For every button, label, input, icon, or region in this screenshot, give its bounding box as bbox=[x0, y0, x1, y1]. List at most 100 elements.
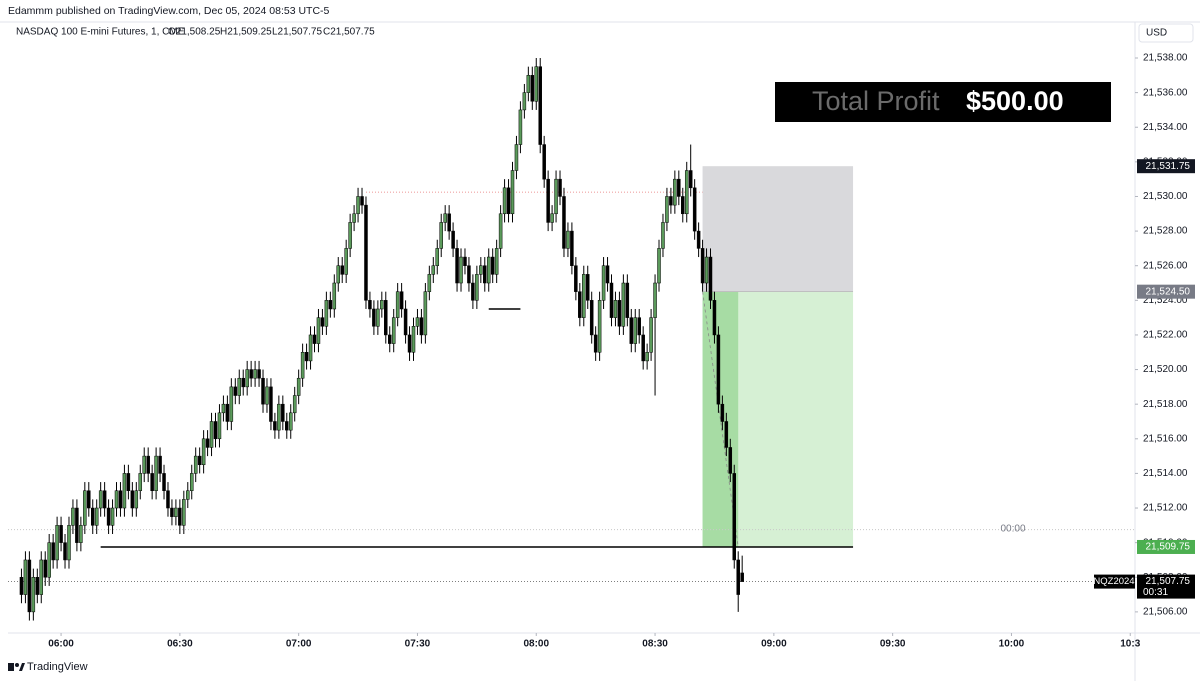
candle-body bbox=[106, 507, 111, 526]
candle-body bbox=[502, 187, 507, 215]
y-tick-label: 21,538.00 bbox=[1143, 53, 1188, 64]
y-tick-label: 21,506.00 bbox=[1143, 607, 1188, 618]
profit-value: $500.00 bbox=[966, 86, 1064, 116]
candle-body bbox=[122, 473, 127, 509]
candle-body bbox=[443, 213, 447, 223]
currency[interactable]: USD bbox=[1146, 28, 1167, 39]
candle-body bbox=[665, 196, 669, 223]
x-tick-label: 09:00 bbox=[761, 639, 787, 650]
candle-body bbox=[324, 300, 329, 327]
y-tick-label: 21,528.00 bbox=[1143, 226, 1188, 237]
candle-body bbox=[150, 473, 154, 491]
x-tick-label: 08:00 bbox=[523, 639, 549, 650]
candle-body bbox=[471, 282, 475, 301]
candle-body bbox=[419, 317, 424, 336]
candle-body bbox=[708, 256, 713, 301]
candle-body bbox=[653, 282, 657, 318]
candle-body bbox=[75, 507, 79, 543]
candle-body bbox=[562, 196, 566, 249]
candle-body bbox=[593, 334, 598, 353]
candle-body bbox=[641, 334, 645, 362]
candle-body bbox=[162, 473, 166, 491]
candle-body bbox=[217, 412, 222, 440]
candle-body bbox=[356, 196, 360, 215]
candle-body bbox=[677, 178, 681, 197]
candle-body bbox=[352, 213, 356, 223]
candle-body bbox=[79, 525, 83, 543]
target-label-bg bbox=[1137, 539, 1195, 554]
candle-body bbox=[312, 334, 317, 344]
candle-body bbox=[728, 447, 733, 474]
candle-body bbox=[498, 213, 503, 249]
candle-body bbox=[285, 421, 289, 431]
candle-body bbox=[736, 559, 740, 595]
candle-body bbox=[114, 490, 119, 509]
candle-body bbox=[229, 386, 234, 422]
candle-body bbox=[486, 256, 491, 284]
candle-body bbox=[154, 455, 158, 491]
candle-body bbox=[395, 291, 400, 318]
candle-body bbox=[645, 352, 649, 362]
candle-body bbox=[197, 455, 202, 466]
profit-box bbox=[775, 82, 1111, 122]
candle-body bbox=[605, 265, 610, 284]
candle-body bbox=[494, 248, 499, 275]
candle-body bbox=[530, 75, 535, 102]
candle-body bbox=[566, 230, 570, 249]
candle-body bbox=[617, 300, 622, 327]
candle-body bbox=[189, 473, 194, 491]
candle-body bbox=[158, 455, 162, 474]
candle-body bbox=[455, 248, 459, 284]
candle-body bbox=[574, 265, 578, 292]
candle-body bbox=[360, 196, 364, 206]
candle-body bbox=[589, 300, 594, 336]
candle-body bbox=[47, 542, 51, 578]
legend-close: C21,507.75 bbox=[323, 27, 375, 38]
candle-body bbox=[673, 178, 677, 206]
candle-body bbox=[700, 248, 705, 284]
candle-body bbox=[479, 265, 483, 275]
x-tick-label: 10:00 bbox=[999, 639, 1025, 650]
candle-body bbox=[380, 300, 384, 310]
candle-body bbox=[423, 291, 428, 336]
y-tick-label: 21,530.00 bbox=[1143, 191, 1188, 202]
candle-body bbox=[447, 213, 451, 232]
candle-body bbox=[475, 274, 479, 301]
candle-body bbox=[31, 577, 36, 613]
candle-body bbox=[39, 559, 44, 595]
candle-body bbox=[570, 230, 574, 266]
candle-body bbox=[225, 403, 230, 422]
candle-body bbox=[126, 473, 131, 491]
candle-body bbox=[253, 369, 257, 379]
candle-body bbox=[59, 525, 63, 543]
candle-body bbox=[257, 369, 261, 379]
x-tick-label: 07:00 bbox=[286, 639, 312, 650]
candle-body bbox=[193, 455, 198, 474]
candle-body bbox=[526, 75, 531, 93]
candle-body bbox=[241, 377, 245, 388]
candle-body bbox=[459, 256, 463, 284]
currency-button[interactable] bbox=[1138, 23, 1194, 43]
logo-part bbox=[15, 663, 19, 667]
last-price-label: 21,507.75 bbox=[1146, 576, 1191, 587]
symbol: NASDAQ 100 E-mini Futures, 1, CME bbox=[16, 27, 185, 38]
candle-body bbox=[704, 256, 709, 284]
x-tick-label: 10:3 bbox=[1120, 639, 1140, 650]
candle-body bbox=[344, 248, 348, 275]
session-label: 00:00 bbox=[1000, 523, 1025, 534]
candle-body bbox=[170, 507, 174, 517]
candle-body bbox=[609, 282, 614, 318]
candle-body bbox=[130, 490, 135, 509]
candle-body bbox=[490, 256, 495, 275]
candle-body bbox=[300, 352, 305, 379]
candle-body bbox=[213, 421, 218, 440]
candle-body bbox=[514, 144, 519, 171]
candle-body bbox=[340, 265, 344, 275]
candle-body bbox=[71, 507, 75, 526]
x-tick-label: 06:00 bbox=[48, 639, 74, 650]
candle-body bbox=[506, 187, 511, 215]
candle-body bbox=[67, 525, 71, 561]
brand: TradingView bbox=[27, 661, 88, 673]
candle-body bbox=[558, 178, 562, 197]
